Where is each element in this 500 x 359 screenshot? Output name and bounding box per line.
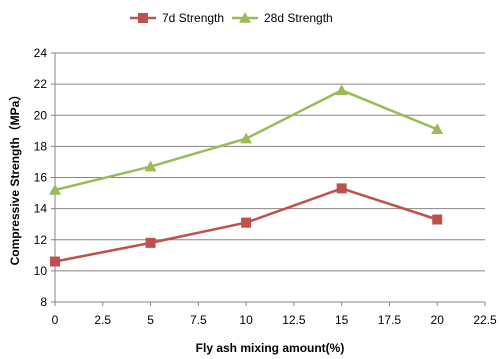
y-tick-label: 16 [34,171,48,185]
y-tick-label: 8 [40,295,47,309]
data-point [145,237,156,248]
x-tick-label: 5 [147,313,154,327]
x-tick-label: 22.5 [473,313,497,327]
x-tick-label: 15 [335,313,349,327]
legend-marker [239,12,251,23]
legend-entry: 28d Strength [232,11,333,25]
gridlines [55,52,485,272]
y-tick-label: 18 [34,139,48,153]
data-point [431,123,444,135]
legend-entry: 7d Strength [130,11,224,25]
x-tick-label: 12.5 [282,313,306,327]
series-1 [50,183,443,267]
data-point [144,160,157,172]
y-tick-label: 20 [34,108,48,122]
legend-label: 28d Strength [264,11,333,25]
axes [51,52,486,306]
x-tick-label: 0 [52,313,59,327]
y-axis-title: Compressive Strength（MPa） [7,89,22,266]
data-point [49,183,61,195]
data-point [336,183,347,194]
series [49,84,444,267]
x-tick-label: 2.5 [94,313,111,327]
data-point [335,84,348,96]
legend: 7d Strength 28d Strength [130,11,333,25]
data-point [240,132,253,144]
y-tick-labels: 8 10 12 14 16 18 20 22 24 [34,46,48,309]
legend-marker [138,13,148,23]
x-axis-title: Fly ash mixing amount(%) [196,341,345,355]
y-tick-label: 24 [34,46,48,60]
y-tick-label: 22 [34,77,48,91]
x-tick-label: 10 [239,313,253,327]
y-tick-label: 12 [34,233,48,247]
y-tick-label: 14 [34,202,48,216]
x-tick-label: 7.5 [190,313,207,327]
x-tick-label: 20 [431,313,445,327]
legend-label: 7d Strength [162,11,224,25]
x-tick-label: 17.5 [378,313,402,327]
data-point [432,214,443,225]
data-point [241,217,252,228]
series-2 [49,84,444,195]
y-tick-label: 10 [34,264,48,278]
x-tick-labels: 0 2.5 5 7.5 10 12.5 15 17.5 20 22.5 [52,313,497,327]
data-point [50,256,60,267]
